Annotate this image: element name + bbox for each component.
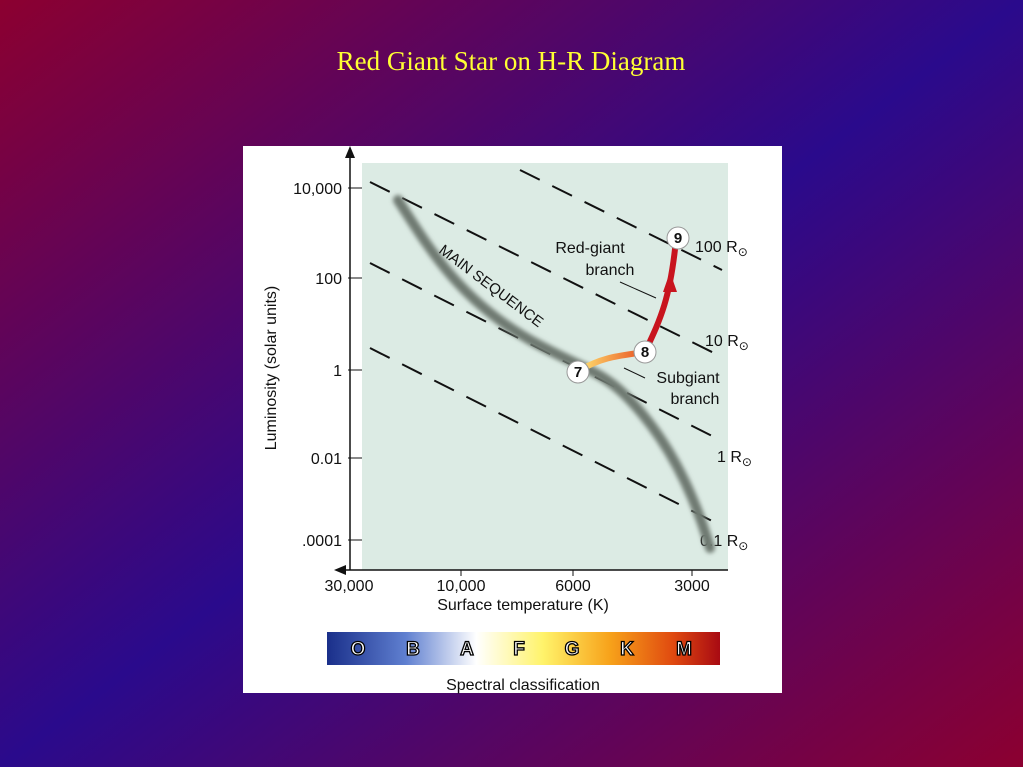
radius-label: 100 R⊙ (695, 239, 748, 259)
pointer (619, 281, 657, 299)
pointer (623, 367, 646, 379)
stage-label: 7 (574, 364, 582, 381)
stages: 7 8 9 (566, 226, 690, 384)
spectral-class: A (460, 639, 474, 660)
x-tick-label: 30,000 (325, 578, 374, 595)
sun-symbol: ⊙ (739, 339, 749, 353)
x-arrow (334, 565, 346, 575)
red-giant-label: Red-giant (555, 240, 625, 257)
radius-line (369, 347, 723, 527)
radius-label: 1 R⊙ (717, 449, 752, 469)
hr-diagram: 10,000 100 1 0.01 .0001 Luminosity (sola… (243, 146, 782, 694)
x-ticks: 30,000 10,000 6000 3000 (325, 570, 710, 595)
spectral-label: Spectral classification (446, 677, 600, 694)
branch-labels: Red-giant branch Subgiant branch (555, 240, 720, 408)
y-tick-label: .0001 (302, 533, 342, 550)
subgiant-label: branch (671, 391, 720, 408)
stage-marker (666, 226, 690, 250)
spectral-class: M (676, 639, 692, 660)
x-tick-label: 10,000 (437, 578, 486, 595)
x-tick-label: 6000 (555, 578, 591, 595)
sun-symbol: ⊙ (742, 455, 752, 469)
spectral-bar (327, 632, 720, 665)
radius-label: 10 R⊙ (705, 333, 749, 353)
spectral-class: B (406, 639, 420, 660)
spectral-class: G (565, 639, 580, 660)
sun-symbol: ⊙ (738, 245, 748, 259)
y-tick-label: 0.01 (311, 451, 342, 468)
y-axis-label: Luminosity (solar units) (263, 286, 280, 451)
x-axis-label: Surface temperature (K) (437, 597, 609, 614)
stage-label: 9 (674, 230, 682, 247)
spectral-class: O (351, 639, 366, 660)
y-arrow (345, 146, 355, 158)
radius-line (369, 181, 723, 358)
subgiant-label: Subgiant (656, 370, 720, 387)
radius-text: 1 R (717, 449, 742, 466)
red-giant-label: branch (586, 262, 635, 279)
y-tick-label: 100 (315, 271, 342, 288)
radius-line (519, 169, 723, 271)
y-tick-label: 1 (333, 363, 342, 380)
spectral-class: F (513, 639, 525, 660)
radius-text: 10 R (705, 333, 739, 350)
y-tick-label: 10,000 (293, 181, 342, 198)
x-tick-label: 3000 (674, 578, 710, 595)
stage-marker (633, 340, 657, 364)
stage-label: 8 (641, 344, 649, 361)
spectral-classes: O B A F G K M (350, 638, 693, 660)
slide-title: Red Giant Star on H-R Diagram (337, 46, 686, 76)
y-ticks: 10,000 100 1 0.01 .0001 (293, 181, 362, 550)
radius-text: 100 R (695, 239, 738, 256)
sun-symbol: ⊙ (738, 539, 748, 553)
spectral-class: K (620, 639, 634, 660)
stage-marker (566, 360, 590, 384)
track-arrow (663, 272, 677, 292)
